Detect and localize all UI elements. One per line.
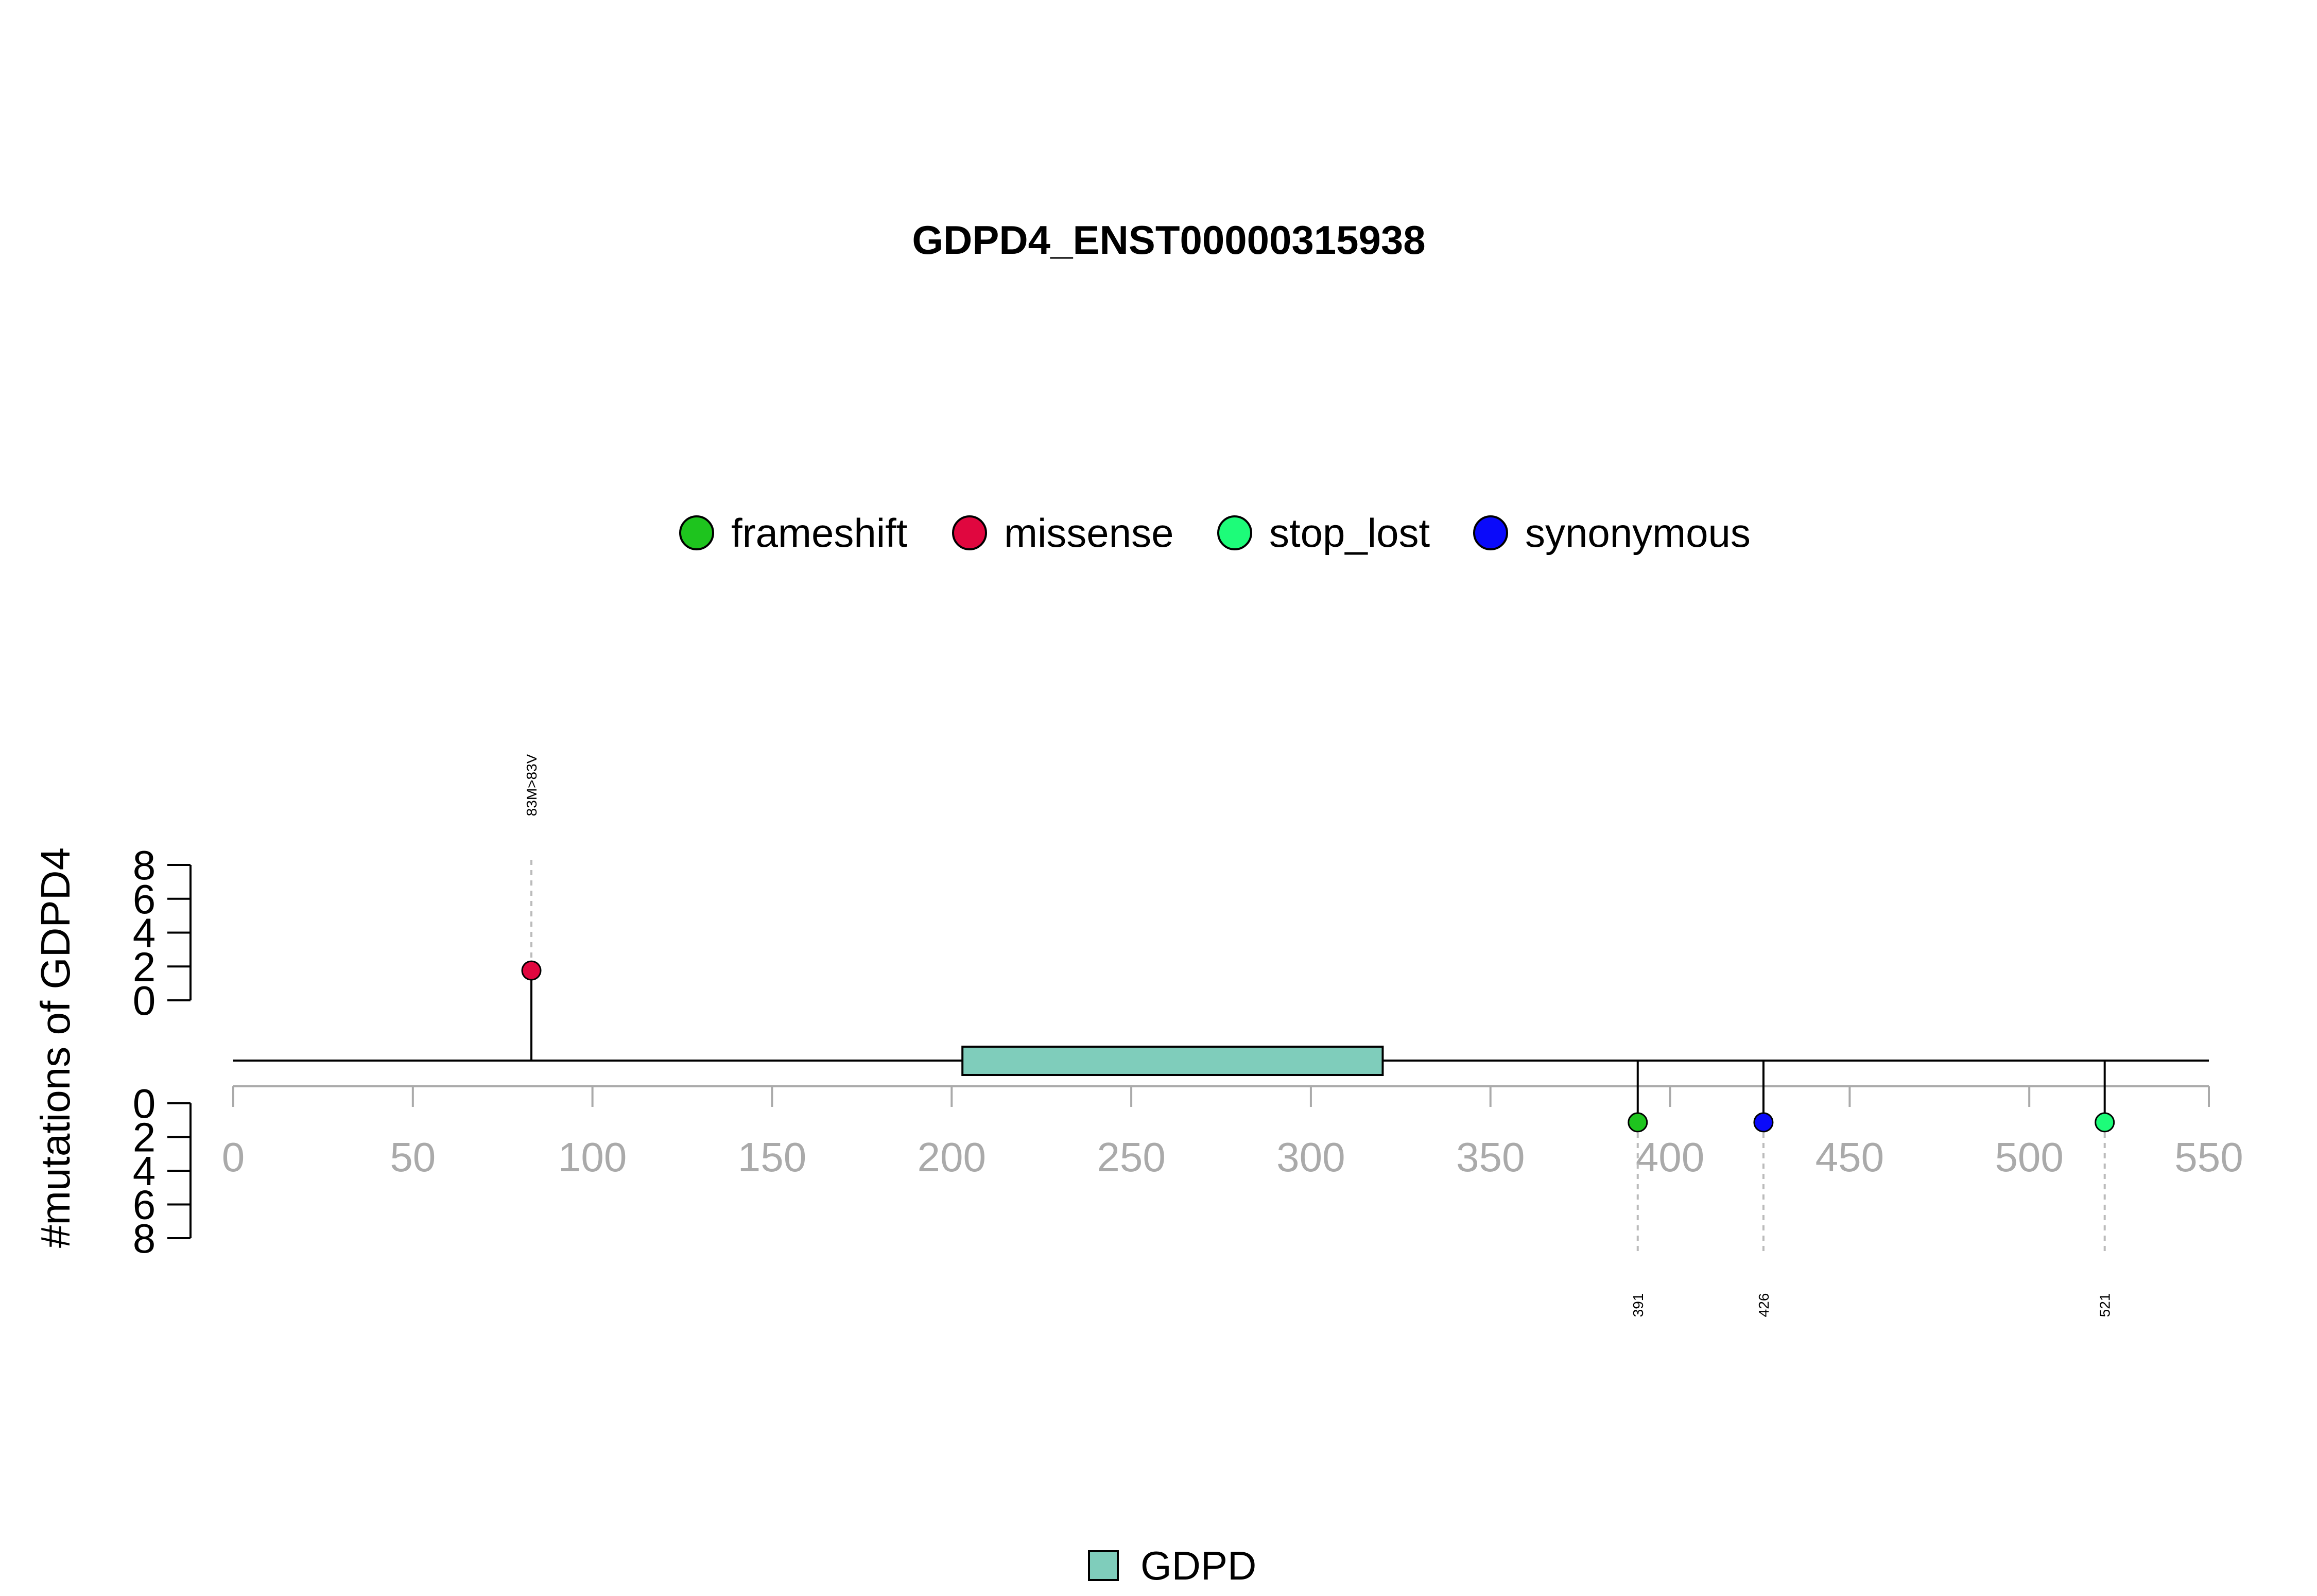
- legend-label-stop_lost: stop_lost: [1269, 510, 1430, 556]
- domain-legend-marker-GDPD: [1088, 1550, 1119, 1581]
- legend-marker-missense: [952, 515, 987, 550]
- mutation-521: 521: [2095, 1061, 2115, 1317]
- legend-label-missense: missense: [1004, 510, 1173, 556]
- legend-label-frameshift: frameshift: [731, 510, 908, 556]
- mutation-391: 391: [1628, 1061, 1648, 1317]
- y-axis-top-tick-label-8: 8: [133, 842, 156, 888]
- legend-item-missense: missense: [952, 510, 1173, 556]
- y-axis-label: #mutations of GDPD4: [32, 847, 78, 1248]
- legend-marker-synonymous: [1473, 515, 1508, 550]
- x-tick-label-50: 50: [390, 1134, 436, 1180]
- mutation-point-426: [1753, 1112, 1774, 1133]
- legend-marker-frameshift: [679, 515, 714, 550]
- y-axis-bottom-tick-label-8: 8: [133, 1216, 156, 1261]
- mutation-point-83: [521, 960, 542, 981]
- domain-legend-label-GDPD: GDPD: [1140, 1543, 1256, 1588]
- domains: [961, 1046, 1384, 1076]
- x-tick-label-450: 450: [1815, 1134, 1884, 1180]
- legend-item-stop_lost: stop_lost: [1217, 510, 1430, 556]
- y-axis-top-tick-label-6: 6: [133, 876, 156, 922]
- y-axis-bottom-tick-label-0: 0: [133, 1081, 156, 1126]
- mutation-legend: frameshift missense stop_lost synonymous: [679, 510, 1751, 556]
- x-tick-label-550: 550: [2174, 1134, 2243, 1180]
- mutation-point-391: [1628, 1112, 1648, 1133]
- x-tick-label-500: 500: [1995, 1134, 2063, 1180]
- x-tick-label-100: 100: [558, 1134, 627, 1180]
- legend-marker-stop_lost: [1217, 515, 1252, 550]
- legend-item-frameshift: frameshift: [679, 510, 908, 556]
- x-tick-label-150: 150: [738, 1134, 806, 1180]
- y-axis-top-tick-label-0: 0: [133, 978, 156, 1023]
- mutation-label-391: 391: [1630, 1293, 1646, 1317]
- x-tick-label-350: 350: [1456, 1134, 1525, 1180]
- mutation-83: 83M>83V: [521, 754, 542, 1061]
- mutation-point-521: [2095, 1112, 2115, 1133]
- y-axis-bottom-tick-label-2: 2: [133, 1115, 156, 1160]
- x-tick-label-400: 400: [1636, 1134, 1704, 1180]
- mutation-label-83: 83M>83V: [524, 754, 540, 816]
- legend-label-synonymous: synonymous: [1525, 510, 1751, 556]
- legend-item-synonymous: synonymous: [1473, 510, 1751, 556]
- mutations: 83M>83V 391 426 521: [521, 754, 2115, 1317]
- mutation-label-426: 426: [1756, 1293, 1772, 1317]
- y-axis-top-tick-label-4: 4: [133, 910, 156, 956]
- x-tick-label-0: 0: [222, 1134, 245, 1180]
- y-axis-top-tick-label-2: 2: [133, 944, 156, 990]
- x-axis: 0 50 100 150 200 250 300 350 400 450 500 550: [222, 1085, 2243, 1180]
- x-tick-label-200: 200: [918, 1134, 986, 1180]
- chart-title: GDPD4_ENST00000315938: [912, 217, 1425, 263]
- mutation-426: 426: [1753, 1061, 1774, 1317]
- x-tick-label-300: 300: [1276, 1134, 1345, 1180]
- mutation-label-521: 521: [2097, 1293, 2113, 1317]
- y-axis-bottom-tick-label-4: 4: [133, 1148, 156, 1194]
- y-axis-bottom-tick-label-6: 6: [133, 1182, 156, 1228]
- x-tick-label-250: 250: [1097, 1134, 1165, 1180]
- domain-legend: GDPD: [1088, 1543, 1256, 1588]
- domain-GDPD: [961, 1046, 1384, 1076]
- domain-legend-item-GDPD: GDPD: [1088, 1543, 1256, 1588]
